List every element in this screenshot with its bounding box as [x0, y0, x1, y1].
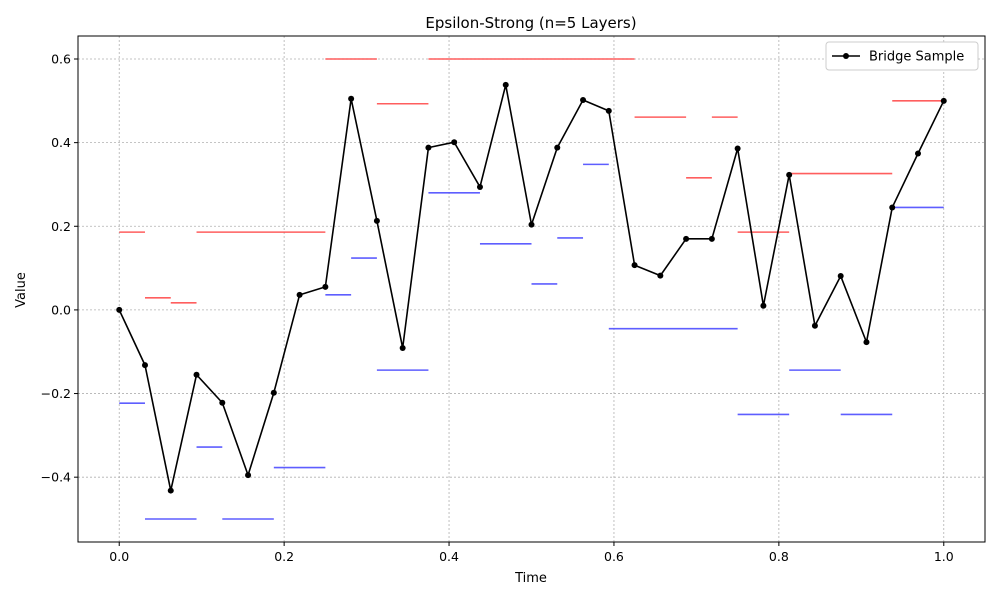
data-point-16 [528, 221, 535, 228]
data-point-1 [141, 362, 148, 369]
data-point-10 [373, 217, 380, 224]
y-axis-label: Value [14, 272, 29, 308]
data-point-22 [683, 235, 690, 242]
data-point-31 [915, 150, 922, 157]
data-point-26 [786, 171, 793, 178]
y-tick-label-3: 0.2 [51, 219, 71, 234]
y-tick-label-2: 0.0 [51, 302, 71, 317]
x-axis-ticks: 0.0 0.2 0.4 0.6 0.8 1.0 [109, 542, 954, 564]
data-point-7 [296, 291, 303, 298]
data-point-25 [760, 302, 767, 309]
x-tick-label-2: 0.4 [439, 549, 459, 564]
legend-box [825, 41, 979, 71]
data-point-23 [708, 235, 715, 242]
upper-bound-segments [119, 58, 944, 304]
plot-frame [77, 35, 986, 543]
data-point-4 [219, 399, 226, 406]
data-point-14 [476, 183, 483, 190]
data-point-24 [734, 145, 741, 152]
series-layer [116, 81, 947, 494]
lower-bound-segments [119, 163, 944, 520]
gridlines [78, 36, 985, 542]
x-tick-label-1: 0.2 [274, 549, 294, 564]
data-point-30 [889, 204, 896, 211]
data-point-17 [554, 144, 561, 151]
data-point-20 [631, 262, 638, 269]
y-tick-label-5: 0.6 [51, 52, 71, 67]
data-point-9 [348, 95, 355, 102]
data-point-29 [863, 339, 870, 346]
x-tick-label-0: 0.0 [109, 549, 129, 564]
x-tick-label-4: 0.8 [769, 549, 789, 564]
legend: Bridge Sample [825, 41, 979, 71]
data-point-13 [451, 139, 458, 146]
data-point-6 [270, 389, 277, 396]
x-axis-label: Time [514, 571, 547, 586]
data-point-8 [322, 283, 329, 290]
chart-title: Epsilon-Strong (n=5 Layers) [425, 14, 636, 32]
data-point-28 [837, 273, 844, 280]
legend-marker-swatch [843, 53, 849, 59]
data-point-27 [811, 322, 818, 329]
y-tick-label-4: 0.4 [51, 135, 71, 150]
data-point-11 [399, 344, 406, 351]
y-tick-label-1: −0.2 [41, 386, 71, 401]
data-point-3 [193, 371, 200, 378]
data-point-0 [116, 306, 123, 313]
data-point-18 [580, 96, 587, 103]
y-axis-ticks: −0.4 −0.2 0.0 0.2 0.4 0.6 [41, 52, 78, 485]
data-point-15 [502, 81, 509, 88]
y-tick-label-0: −0.4 [41, 470, 71, 485]
data-point-5 [245, 472, 252, 479]
data-point-32 [940, 97, 947, 104]
legend-label: Bridge Sample [869, 50, 964, 65]
x-tick-label-3: 0.6 [604, 549, 624, 564]
data-point-19 [605, 107, 612, 114]
series-line-0 [118, 84, 945, 492]
data-point-2 [167, 487, 174, 494]
x-tick-label-5: 1.0 [934, 549, 954, 564]
data-point-12 [425, 144, 432, 151]
data-point-21 [657, 272, 664, 279]
